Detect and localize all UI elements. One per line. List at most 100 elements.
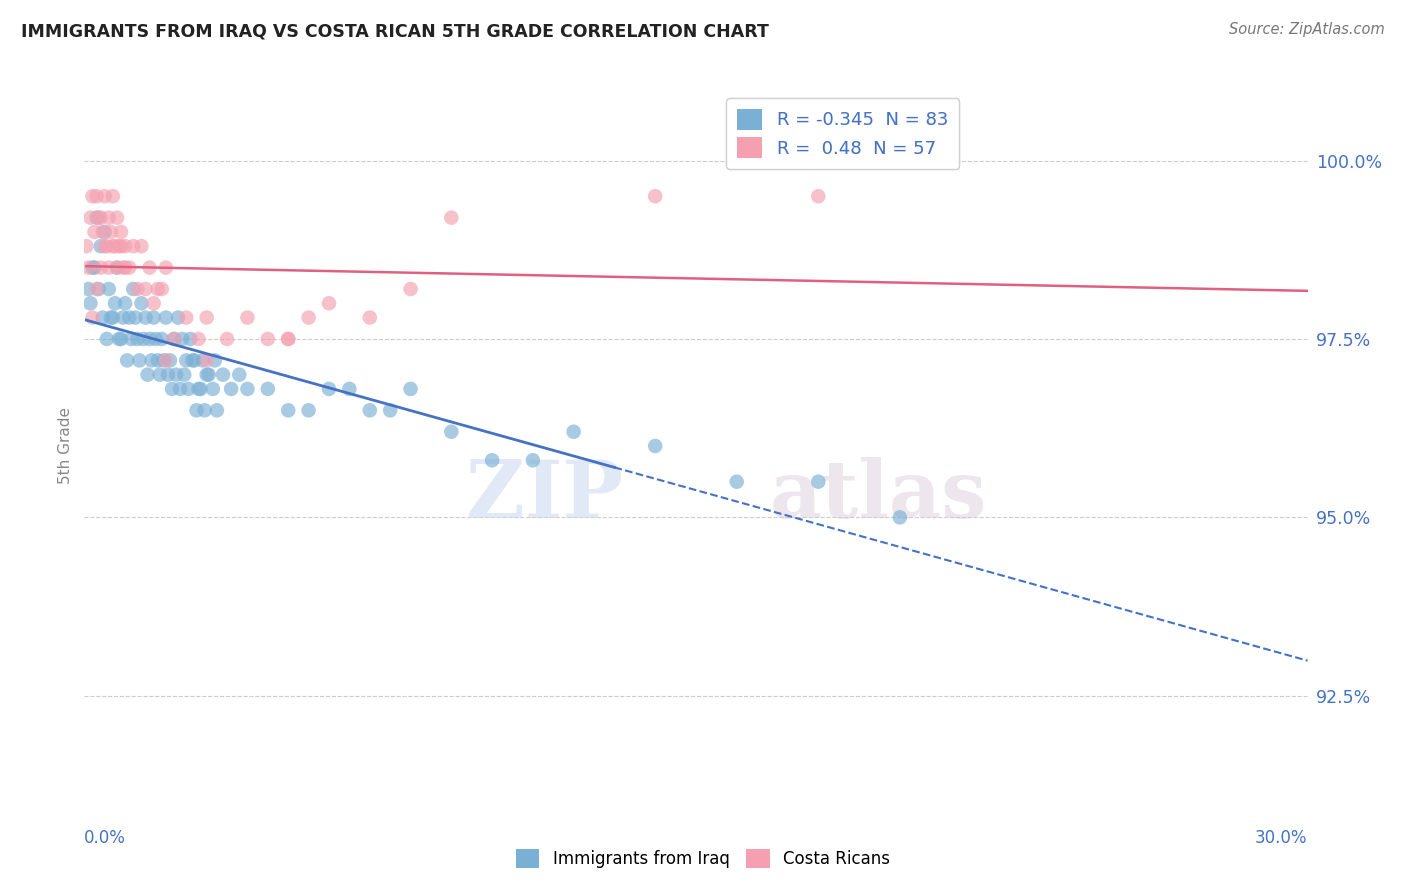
Point (96, 332, 118, 346)
Point (174, 310, 197, 325)
Point (77, 282, 100, 296)
Point (277, 332, 299, 346)
Point (110, 332, 132, 346)
Point (110, 225, 132, 239)
Point (257, 332, 280, 346)
Point (97, 260, 120, 275)
Point (228, 368, 250, 382)
Point (195, 368, 218, 382)
Point (86, 282, 108, 296)
Text: ZIP: ZIP (465, 457, 623, 535)
Point (93, 189, 117, 203)
Point (174, 353, 197, 368)
Point (104, 239, 127, 253)
Point (108, 239, 131, 253)
Point (195, 353, 218, 368)
Point (522, 453, 544, 467)
Point (105, 260, 128, 275)
Point (807, 189, 830, 203)
Text: IMMIGRANTS FROM IRAQ VS COSTA RICAN 5TH GRADE CORRELATION CHART: IMMIGRANTS FROM IRAQ VS COSTA RICAN 5TH … (21, 22, 769, 40)
Point (204, 353, 226, 368)
Point (100, 225, 122, 239)
Point (82, 310, 104, 325)
Point (181, 353, 204, 368)
Point (87, 211, 110, 225)
Point (114, 260, 136, 275)
Point (79, 211, 101, 225)
Legend: R = -0.345  N = 83, R =  0.48  N = 57: R = -0.345 N = 83, R = 0.48 N = 57 (727, 98, 959, 169)
Point (142, 296, 165, 310)
Point (131, 239, 153, 253)
Point (128, 353, 150, 368)
Point (122, 239, 145, 253)
Point (135, 310, 157, 325)
Point (112, 260, 135, 275)
Point (146, 353, 169, 368)
Point (132, 332, 155, 346)
Point (194, 403, 217, 417)
Point (177, 382, 200, 396)
Point (190, 382, 212, 396)
Point (114, 239, 136, 253)
Point (127, 282, 149, 296)
Point (82, 260, 104, 275)
Point (136, 368, 159, 382)
Point (155, 310, 177, 325)
Point (159, 353, 181, 368)
Point (160, 382, 183, 396)
Point (145, 332, 167, 346)
Point (86, 211, 108, 225)
Point (399, 282, 422, 296)
Point (83, 225, 105, 239)
Point (100, 310, 122, 325)
Point (93, 225, 117, 239)
Point (131, 296, 153, 310)
Point (115, 353, 138, 368)
Point (725, 475, 748, 489)
Point (298, 403, 321, 417)
Point (195, 310, 218, 325)
Point (108, 332, 131, 346)
Point (339, 382, 361, 396)
Point (399, 382, 422, 396)
Text: 0.0%: 0.0% (84, 829, 127, 847)
Point (191, 353, 214, 368)
Point (122, 282, 145, 296)
Point (91, 225, 114, 239)
Point (257, 382, 280, 396)
Point (114, 296, 136, 310)
Point (889, 510, 911, 524)
Point (150, 282, 173, 296)
Point (105, 211, 128, 225)
Point (562, 425, 585, 439)
Point (150, 332, 173, 346)
Point (118, 260, 141, 275)
Point (101, 189, 124, 203)
Point (359, 403, 381, 417)
Point (101, 310, 124, 325)
Point (644, 439, 666, 453)
Point (77, 260, 100, 275)
Point (90, 211, 112, 225)
Point (104, 296, 127, 310)
Point (359, 310, 381, 325)
Point (75, 239, 97, 253)
Point (440, 425, 463, 439)
Point (165, 368, 187, 382)
Point (186, 403, 208, 417)
Point (440, 211, 463, 225)
Point (82, 189, 104, 203)
Point (90, 239, 112, 253)
Point (142, 310, 165, 325)
Point (110, 239, 132, 253)
Point (173, 368, 195, 382)
Point (187, 332, 209, 346)
Text: 30.0%: 30.0% (1256, 829, 1308, 847)
Point (96, 239, 118, 253)
Text: atlas: atlas (769, 457, 987, 535)
Point (163, 332, 186, 346)
Point (183, 353, 205, 368)
Point (179, 332, 201, 346)
Point (155, 260, 177, 275)
Point (97, 282, 120, 296)
